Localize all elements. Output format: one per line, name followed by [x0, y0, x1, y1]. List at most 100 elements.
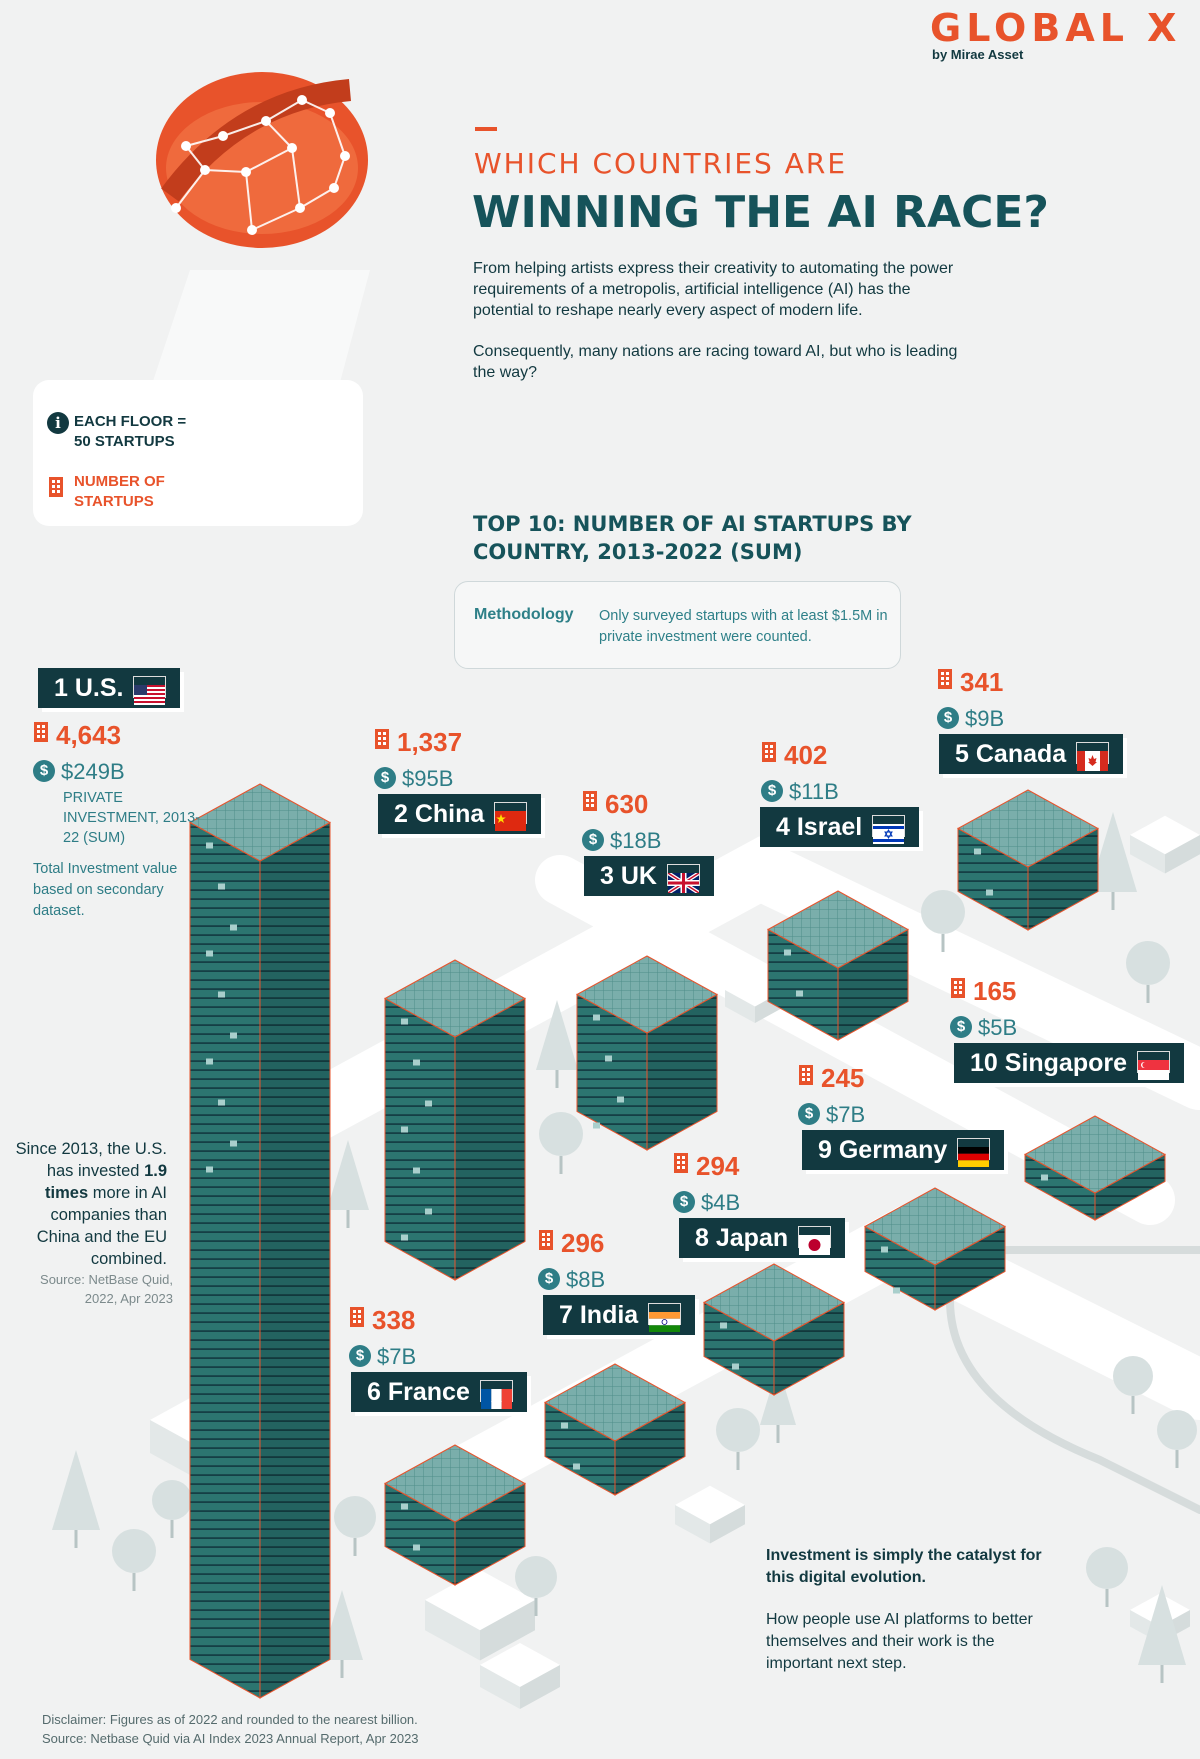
- flag-icon: [1076, 742, 1110, 772]
- rank: 6: [367, 1378, 388, 1406]
- tower-roof-3: [575, 955, 719, 1034]
- tower-right-face-1: [259, 821, 331, 1699]
- methodology-text: Only surveyed startups with at least $1.…: [599, 608, 888, 645]
- investment-value: $ $11B: [761, 779, 839, 805]
- brain-node-12: [171, 203, 181, 213]
- tower-window-3-0: [593, 1014, 600, 1021]
- brain-node-7: [241, 167, 251, 177]
- country-stats: 341 $ $9B: [937, 667, 1004, 732]
- brain-link-6: [245, 147, 293, 173]
- country-label-israel: 4 Israel: [760, 807, 920, 847]
- country-label-us: 1 U.S.: [38, 668, 181, 708]
- dollar-icon: $: [950, 1015, 972, 1038]
- tower-window-1-12: [206, 950, 213, 957]
- brain-link-7: [204, 169, 247, 173]
- flag-icon: [666, 864, 701, 896]
- tower-left-face-2: [384, 997, 456, 1281]
- startup-count: 245: [798, 1063, 865, 1096]
- disclaimer: Disclaimer: Figures as of 2022 and round…: [42, 1710, 419, 1748]
- legend: i EACH FLOOR = 50 STARTUPS NUMBER OF STA…: [33, 380, 363, 526]
- dollar-icon: $: [761, 779, 783, 802]
- flag-icon: [648, 1303, 682, 1333]
- brain-icon: [140, 72, 370, 420]
- brain-link-10: [291, 147, 301, 209]
- country-stats: 338 $ $7B: [349, 1305, 416, 1370]
- startup-count: 165: [950, 976, 1017, 1009]
- building-icon: [538, 1227, 554, 1258]
- investment-value: $ $5B: [950, 1015, 1017, 1041]
- tower-window-2-16: [413, 1167, 420, 1174]
- cone-tree-2: [327, 1140, 369, 1210]
- tower-1: [188, 783, 332, 1699]
- brain-node-4: [325, 108, 335, 118]
- brain-node-0: [181, 141, 191, 151]
- brain-node-10: [295, 203, 305, 213]
- ground-block-right-5: [710, 1505, 745, 1544]
- tower-window-2-12: [401, 1126, 408, 1133]
- tower-window-1-36: [206, 1166, 213, 1173]
- tower-9: [863, 1187, 1007, 1311]
- tower-roof-7: [543, 1363, 687, 1442]
- tower-window-9-0: [881, 1246, 888, 1253]
- tower-window-3-8: [617, 1096, 624, 1103]
- round-tree-1: [1126, 941, 1170, 985]
- brain-link-14: [175, 169, 206, 209]
- tower-window-6-0: [401, 1503, 408, 1510]
- tower-window-1-4: [218, 883, 225, 890]
- tower-window-5-4: [986, 889, 993, 896]
- tower-window-8-4: [732, 1363, 739, 1370]
- brain-node-9: [247, 225, 257, 235]
- tower-window-3-12: [593, 1122, 600, 1129]
- total-investment-note: Total Investment value based on secondar…: [33, 861, 178, 919]
- disclaimer-line-1: Disclaimer: Figures as of 2022 and round…: [42, 1712, 418, 1727]
- country-name: UK: [620, 862, 657, 890]
- startup-count: 341: [937, 667, 1004, 700]
- tower-window-2-8: [425, 1100, 432, 1107]
- tower-roof-8: [702, 1263, 846, 1342]
- ground-block-right-2: [520, 1665, 560, 1709]
- tower-window-2-20: [425, 1208, 432, 1215]
- closing-text: Investment is simply the catalyst for th…: [766, 1545, 1056, 1695]
- tower-roof-5: [956, 789, 1100, 868]
- rank: 2: [394, 800, 415, 828]
- brain-node-5: [340, 151, 350, 161]
- country-name: Canada: [975, 740, 1067, 768]
- cone-tree-0: [1089, 812, 1137, 892]
- country-name: India: [579, 1301, 639, 1329]
- tower-window-4-4: [796, 990, 803, 997]
- country-stats: 630 $ $18B: [582, 789, 661, 854]
- brain-link-9: [245, 171, 253, 231]
- intro-text: From helping artists express their creat…: [473, 258, 968, 403]
- round-tree-2: [539, 1112, 583, 1156]
- dollar-icon: $: [582, 828, 604, 851]
- tower-roof-2: [383, 959, 527, 1038]
- brand-subtitle: by Mirae Asset: [932, 47, 1024, 62]
- tower-window-6-4: [413, 1544, 420, 1551]
- flag-icon: [872, 815, 906, 845]
- since-text-pre: Since 2013, the U.S. has invested: [15, 1140, 167, 1180]
- country-name: China: [414, 800, 485, 828]
- closing-bold: Investment is simply the catalyst for th…: [766, 1547, 1042, 1586]
- info-icon: i: [47, 412, 69, 434]
- country-label-germany: 9 Germany: [802, 1130, 1005, 1170]
- methodology-label: Methodology: [474, 606, 574, 623]
- since-text-post: more in AI companies than China and the …: [36, 1184, 167, 1268]
- round-tree-9: [1157, 1410, 1197, 1450]
- intro-paragraph-2: Consequently, many nations are racing to…: [473, 343, 958, 381]
- cone-tree-4: [321, 1590, 363, 1660]
- tower-window-4-0: [784, 949, 791, 956]
- cone-tree-3: [52, 1450, 100, 1530]
- brain-link-1: [222, 120, 267, 137]
- country-name: Israel: [796, 813, 863, 841]
- brain-node-3: [297, 95, 307, 105]
- dollar-icon: $: [937, 706, 959, 729]
- tower-roof-6: [383, 1444, 527, 1523]
- legend-floor-label: EACH FLOOR = 50 STARTUPS: [74, 413, 187, 450]
- country-label-china: 2 China: [378, 794, 542, 834]
- tower-roof-1: [188, 783, 332, 862]
- country-label-uk: 3 UK: [584, 856, 714, 896]
- building-icon: [937, 666, 953, 697]
- building-icon: [673, 1150, 689, 1181]
- tower-window-1-16: [218, 991, 225, 998]
